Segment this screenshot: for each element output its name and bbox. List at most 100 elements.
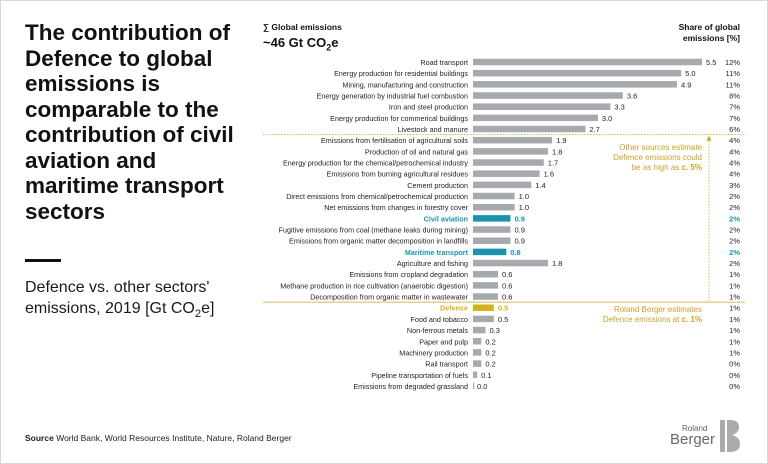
share-label-fugitive-emissions-from-coal-methane-leaks-during-mining: 2% — [729, 226, 740, 235]
value-label-machinery-production: 0.2 — [485, 348, 495, 357]
bar-rail-transport — [473, 360, 482, 367]
value-label-paper-and-pulp: 0.2 — [485, 337, 495, 346]
category-label-agriculture-and-fishing: Agriculture and fishing — [397, 259, 468, 268]
value-label-defence: 0.5 — [498, 304, 508, 313]
range-arrow-head — [706, 135, 712, 141]
category-label-energy-production-for-the-chemical-petrochemical-industry: Energy production for the chemical/petro… — [283, 159, 468, 168]
bar-iron-and-steel-production — [473, 103, 611, 110]
share-label-machinery-production: 1% — [729, 348, 740, 357]
value-label-mining-manufacturing-and-construction: 4.9 — [681, 80, 691, 89]
bar-non-ferrous-metals — [473, 326, 486, 334]
bar-emissions-from-degraded-grassland — [473, 382, 475, 390]
bar-defence — [473, 304, 494, 311]
share-label-energy-production-for-commerical-buildings: 7% — [729, 114, 740, 123]
share-label-pipeline-transportation-of-fuels: 0% — [729, 371, 740, 380]
category-label-pipeline-transportation-of-fuels: Pipeline transportation of fuels — [371, 371, 468, 380]
value-label-food-and-tobacco: 0.5 — [498, 315, 508, 324]
bar-road-transport — [473, 58, 702, 66]
share-column-title: Share of global emissions [%] — [678, 22, 740, 43]
share-label-maritime-transport: 2% — [729, 248, 740, 257]
share-label-emissions-from-cropland-degradation: 1% — [729, 270, 740, 279]
category-label-road-transport: Road transport — [420, 58, 468, 67]
bar-emissions-from-burning-agricultural-residues — [473, 170, 540, 177]
logo-word-berger: Berger — [670, 431, 716, 448]
global-emissions-label: ∑ Global emissions — [263, 22, 342, 32]
bar-decomposition-from-organic-matter-in-wastewater — [473, 293, 498, 300]
value-label-cement-production: 1.4 — [535, 181, 545, 190]
share-label-energy-production-for-the-chemical-petrochemical-industry: 4% — [729, 159, 740, 168]
value-label-energy-production-for-commerical-buildings: 3.0 — [602, 114, 612, 123]
value-label-energy-production-for-the-chemical-petrochemical-industry: 1.7 — [548, 159, 558, 168]
share-label-mining-manufacturing-and-construction: 11% — [726, 80, 741, 89]
category-label-defence: Defence — [440, 304, 468, 313]
value-label-iron-and-steel-production: 3.3 — [614, 103, 624, 112]
annotation-other-sources: Other sources estimate Defence emissions … — [613, 143, 702, 172]
category-label-mining-manufacturing-and-construction: Mining, manufacturing and construction — [343, 80, 468, 89]
bar-methane-production-in-rice-cultivation-anaerobic-digestion — [473, 282, 498, 289]
share-label-emissions-from-fertilisation-of-agricultural-soils: 4% — [729, 136, 740, 145]
value-label-net-emissions-from-changes-in-forestry-cover: 1.0 — [519, 203, 529, 212]
logo-word-roland: Roland — [682, 424, 708, 433]
category-label-iron-and-steel-production: Iron and steel production — [389, 103, 468, 112]
category-label-non-ferrous-metals: Non-ferrous metals — [407, 326, 469, 335]
bar-food-and-tobacco — [473, 315, 494, 323]
share-label-road-transport: 12% — [725, 58, 740, 67]
share-label-net-emissions-from-changes-in-forestry-cover: 2% — [729, 203, 740, 212]
share-label-emissions-from-degraded-grassland: 0% — [729, 382, 740, 391]
value-label-emissions-from-burning-agricultural-residues: 1.6 — [544, 170, 554, 179]
bar-civil-aviation — [473, 215, 511, 222]
bar-net-emissions-from-changes-in-forestry-cover — [473, 203, 515, 211]
bar-cement-production — [473, 181, 532, 189]
value-label-fugitive-emissions-from-coal-methane-leaks-during-mining: 0.9 — [514, 226, 524, 235]
category-label-rail-transport: Rail transport — [425, 360, 468, 369]
headline: The contribution of Defence to global em… — [25, 20, 234, 224]
bar-maritime-transport — [473, 248, 507, 256]
share-label-cement-production: 3% — [729, 181, 740, 190]
category-label-energy-production-for-residential-buildings: Energy production for residential buildi… — [334, 69, 468, 78]
value-label-emissions-from-degraded-grassland: 0.0 — [477, 382, 487, 391]
value-label-agriculture-and-fishing: 1.8 — [552, 259, 562, 268]
share-label-civil-aviation: 2% — [729, 214, 740, 223]
bar-direct-emissions-from-chemical-petrochemical-production — [473, 192, 515, 200]
category-label-direct-emissions-from-chemical-petrochemical-production: Direct emissions from chemical/petrochem… — [286, 192, 468, 201]
category-label-energy-generation-by-industrial-fuel-combustion: Energy generation by industrial fuel com… — [317, 92, 468, 101]
roland-berger-logo: Roland Berger — [668, 418, 744, 454]
chart-subtitle: Defence vs. other sectors' emissions, 20… — [25, 279, 215, 321]
category-label-civil-aviation: Civil aviation — [424, 214, 468, 223]
bar-production-of-oil-and-natural-gas — [473, 148, 548, 155]
share-label-energy-generation-by-industrial-fuel-combustion: 8% — [729, 92, 740, 101]
category-label-methane-production-in-rice-cultivation-anaerobic-digestion: Methane production in rice cultivation (… — [280, 281, 468, 290]
bar-energy-production-for-commerical-buildings — [473, 114, 598, 122]
share-label-iron-and-steel-production: 7% — [729, 103, 740, 112]
bar-agriculture-and-fishing — [473, 259, 548, 267]
value-label-direct-emissions-from-chemical-petrochemical-production: 1.0 — [519, 192, 529, 201]
bar-paper-and-pulp — [473, 338, 482, 345]
share-label-direct-emissions-from-chemical-petrochemical-production: 2% — [729, 192, 740, 201]
category-label-livestock-and-manure: Livestock and manure — [398, 125, 468, 134]
source-text: World Bank, World Resources Institute, N… — [56, 433, 292, 443]
value-label-emissions-from-cropland-degradation: 0.6 — [502, 270, 512, 279]
share-label-emissions-from-burning-agricultural-residues: 4% — [729, 170, 740, 179]
share-label-livestock-and-manure: 6% — [729, 125, 740, 134]
value-label-maritime-transport: 0.8 — [510, 248, 520, 257]
category-label-emissions-from-fertilisation-of-agricultural-soils: Emissions from fertilisation of agricult… — [321, 136, 468, 145]
value-label-decomposition-from-organic-matter-in-wastewater: 0.6 — [502, 293, 512, 302]
share-label-decomposition-from-organic-matter-in-wastewater: 1% — [729, 293, 740, 302]
category-label-emissions-from-degraded-grassland: Emissions from degraded grassland — [353, 382, 468, 391]
bar-emissions-from-cropland-degradation — [473, 270, 498, 278]
bar-pipeline-transportation-of-fuels — [473, 371, 478, 379]
value-label-methane-production-in-rice-cultivation-anaerobic-digestion: 0.6 — [502, 281, 512, 290]
bar-energy-generation-by-industrial-fuel-combustion — [473, 92, 623, 99]
logo-mark-icon — [720, 420, 740, 452]
share-label-methane-production-in-rice-cultivation-anaerobic-digestion: 1% — [729, 281, 740, 290]
value-label-energy-production-for-residential-buildings: 5.0 — [685, 69, 695, 78]
bar-livestock-and-manure — [473, 125, 586, 133]
category-label-maritime-transport: Maritime transport — [405, 248, 469, 257]
value-label-energy-generation-by-industrial-fuel-combustion: 3.6 — [627, 92, 637, 101]
global-emissions-value: ~46 Gt CO2e — [263, 35, 339, 53]
value-label-emissions-from-organic-matter-decomposition-in-landfills: 0.9 — [514, 237, 524, 246]
bar-mining-manufacturing-and-construction — [473, 81, 678, 88]
value-label-livestock-and-manure: 2.7 — [589, 125, 599, 134]
category-label-energy-production-for-commerical-buildings: Energy production for commerical buildin… — [330, 114, 468, 123]
